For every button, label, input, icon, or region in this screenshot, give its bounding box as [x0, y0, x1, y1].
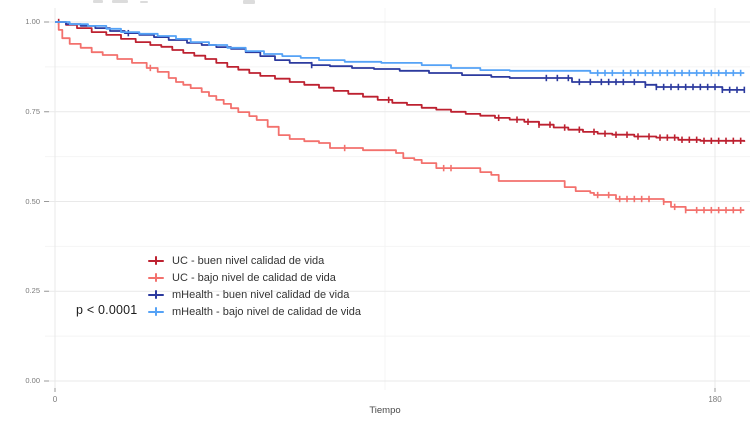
clipped-text-fragment — [112, 0, 128, 3]
legend-label: mHealth - buen nivel calidad de vida — [172, 288, 350, 301]
legend-entry: mHealth - bajo nivel de calidad de vida — [148, 303, 361, 320]
legend-key-plus-icon — [148, 290, 164, 299]
clipped-text-fragment — [140, 1, 148, 3]
clipped-text-fragment — [93, 0, 103, 3]
survival-curve — [55, 21, 745, 91]
survival-curve — [55, 21, 745, 211]
y-tick-label: 1.00 — [25, 17, 40, 26]
legend-key-plus-icon — [148, 307, 164, 316]
y-tick-label: 0.75 — [25, 106, 40, 116]
survival-curve — [55, 21, 745, 74]
legend-key-plus-icon — [148, 273, 164, 282]
legend-label: UC - bajo nivel de calidad de vida — [172, 271, 336, 284]
clipped-text-fragment — [243, 0, 255, 4]
y-tick-label: 0.25 — [25, 286, 40, 296]
x-tick-label: 180 — [708, 395, 722, 404]
legend: UC - buen nivel calidad de vida UC - bajo… — [148, 252, 361, 320]
legend-label: UC - buen nivel calidad de vida — [172, 254, 325, 267]
y-tick-label: 0.00 — [25, 376, 40, 385]
p-value-annotation: p < 0.0001 — [76, 303, 138, 317]
legend-key-plus-icon — [148, 256, 164, 265]
x-axis-title: Tiempo — [369, 405, 401, 416]
y-tick-label: 0.50 — [25, 196, 40, 206]
legend-label: mHealth - bajo nivel de calidad de vida — [172, 305, 361, 318]
x-tick-label: 0 — [52, 395, 58, 404]
legend-entry: mHealth - buen nivel calidad de vida — [148, 286, 361, 303]
legend-entry: UC - buen nivel calidad de vida — [148, 252, 361, 269]
legend-entry: UC - bajo nivel de calidad de vida — [148, 269, 361, 286]
survival-curve — [55, 21, 746, 142]
